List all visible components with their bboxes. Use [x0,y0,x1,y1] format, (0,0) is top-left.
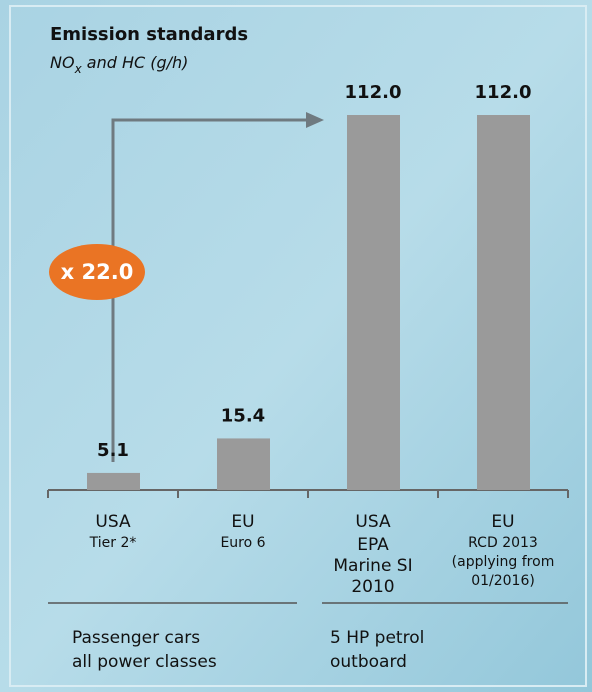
category-detail: 01/2016) [471,573,535,589]
category-detail: EPA [357,535,389,555]
category-label: EU [231,512,254,532]
value-label: 112.0 [475,82,532,103]
category-label: USA [355,512,391,532]
chart-subtitle: NOx and HC (g/h) [50,53,188,76]
subtitle-part: and HC (g/h) [82,53,189,72]
chart-title: Emission standards [50,24,248,45]
frame [9,5,587,687]
arrow-head [306,112,324,128]
group-label: 5 HP petrol [330,628,424,648]
arrow-line [111,118,308,462]
category-detail: RCD 2013 [468,535,538,551]
value-label: 112.0 [345,82,402,103]
category-detail: Euro 6 [220,535,265,551]
group-label: all power classes [72,652,217,672]
bar [477,115,530,490]
category-label: USA [95,512,131,532]
category-label: EU [491,512,514,532]
annotation-label: x 22.0 [61,260,134,284]
bar [217,438,270,490]
group-label: outboard [330,652,407,672]
category-detail: (applying from [452,554,555,570]
value-label: 15.4 [221,405,265,426]
category-detail: Marine SI [333,556,412,576]
category-detail: 2010 [351,577,394,597]
value-label: 5.1 [97,440,129,461]
subtitle-subscript: x [74,62,83,76]
annotation-badge [49,244,145,300]
group-label: Passenger cars [72,628,200,648]
bar [347,115,400,490]
bar [87,472,140,490]
subtitle-part: NO [50,53,75,72]
category-detail: Tier 2* [89,535,137,551]
